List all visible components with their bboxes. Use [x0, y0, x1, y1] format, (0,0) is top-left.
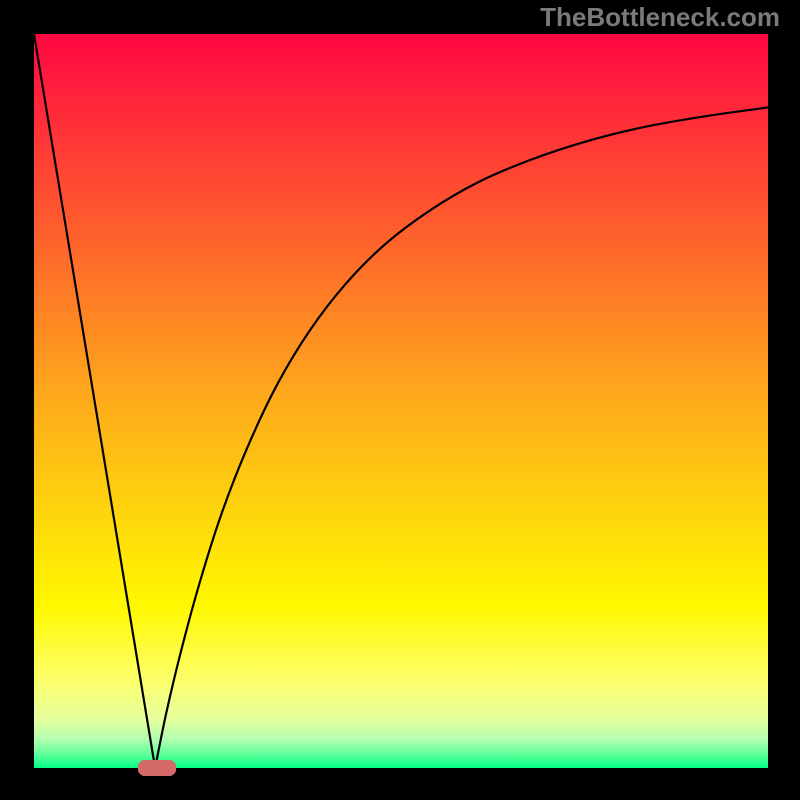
watermark-text: TheBottleneck.com [540, 2, 780, 33]
plot-background [34, 34, 768, 768]
chart-root: TheBottleneck.com [0, 0, 800, 800]
vertex-marker [138, 760, 176, 776]
plot-area [34, 34, 768, 768]
vertex-pill [138, 760, 176, 776]
